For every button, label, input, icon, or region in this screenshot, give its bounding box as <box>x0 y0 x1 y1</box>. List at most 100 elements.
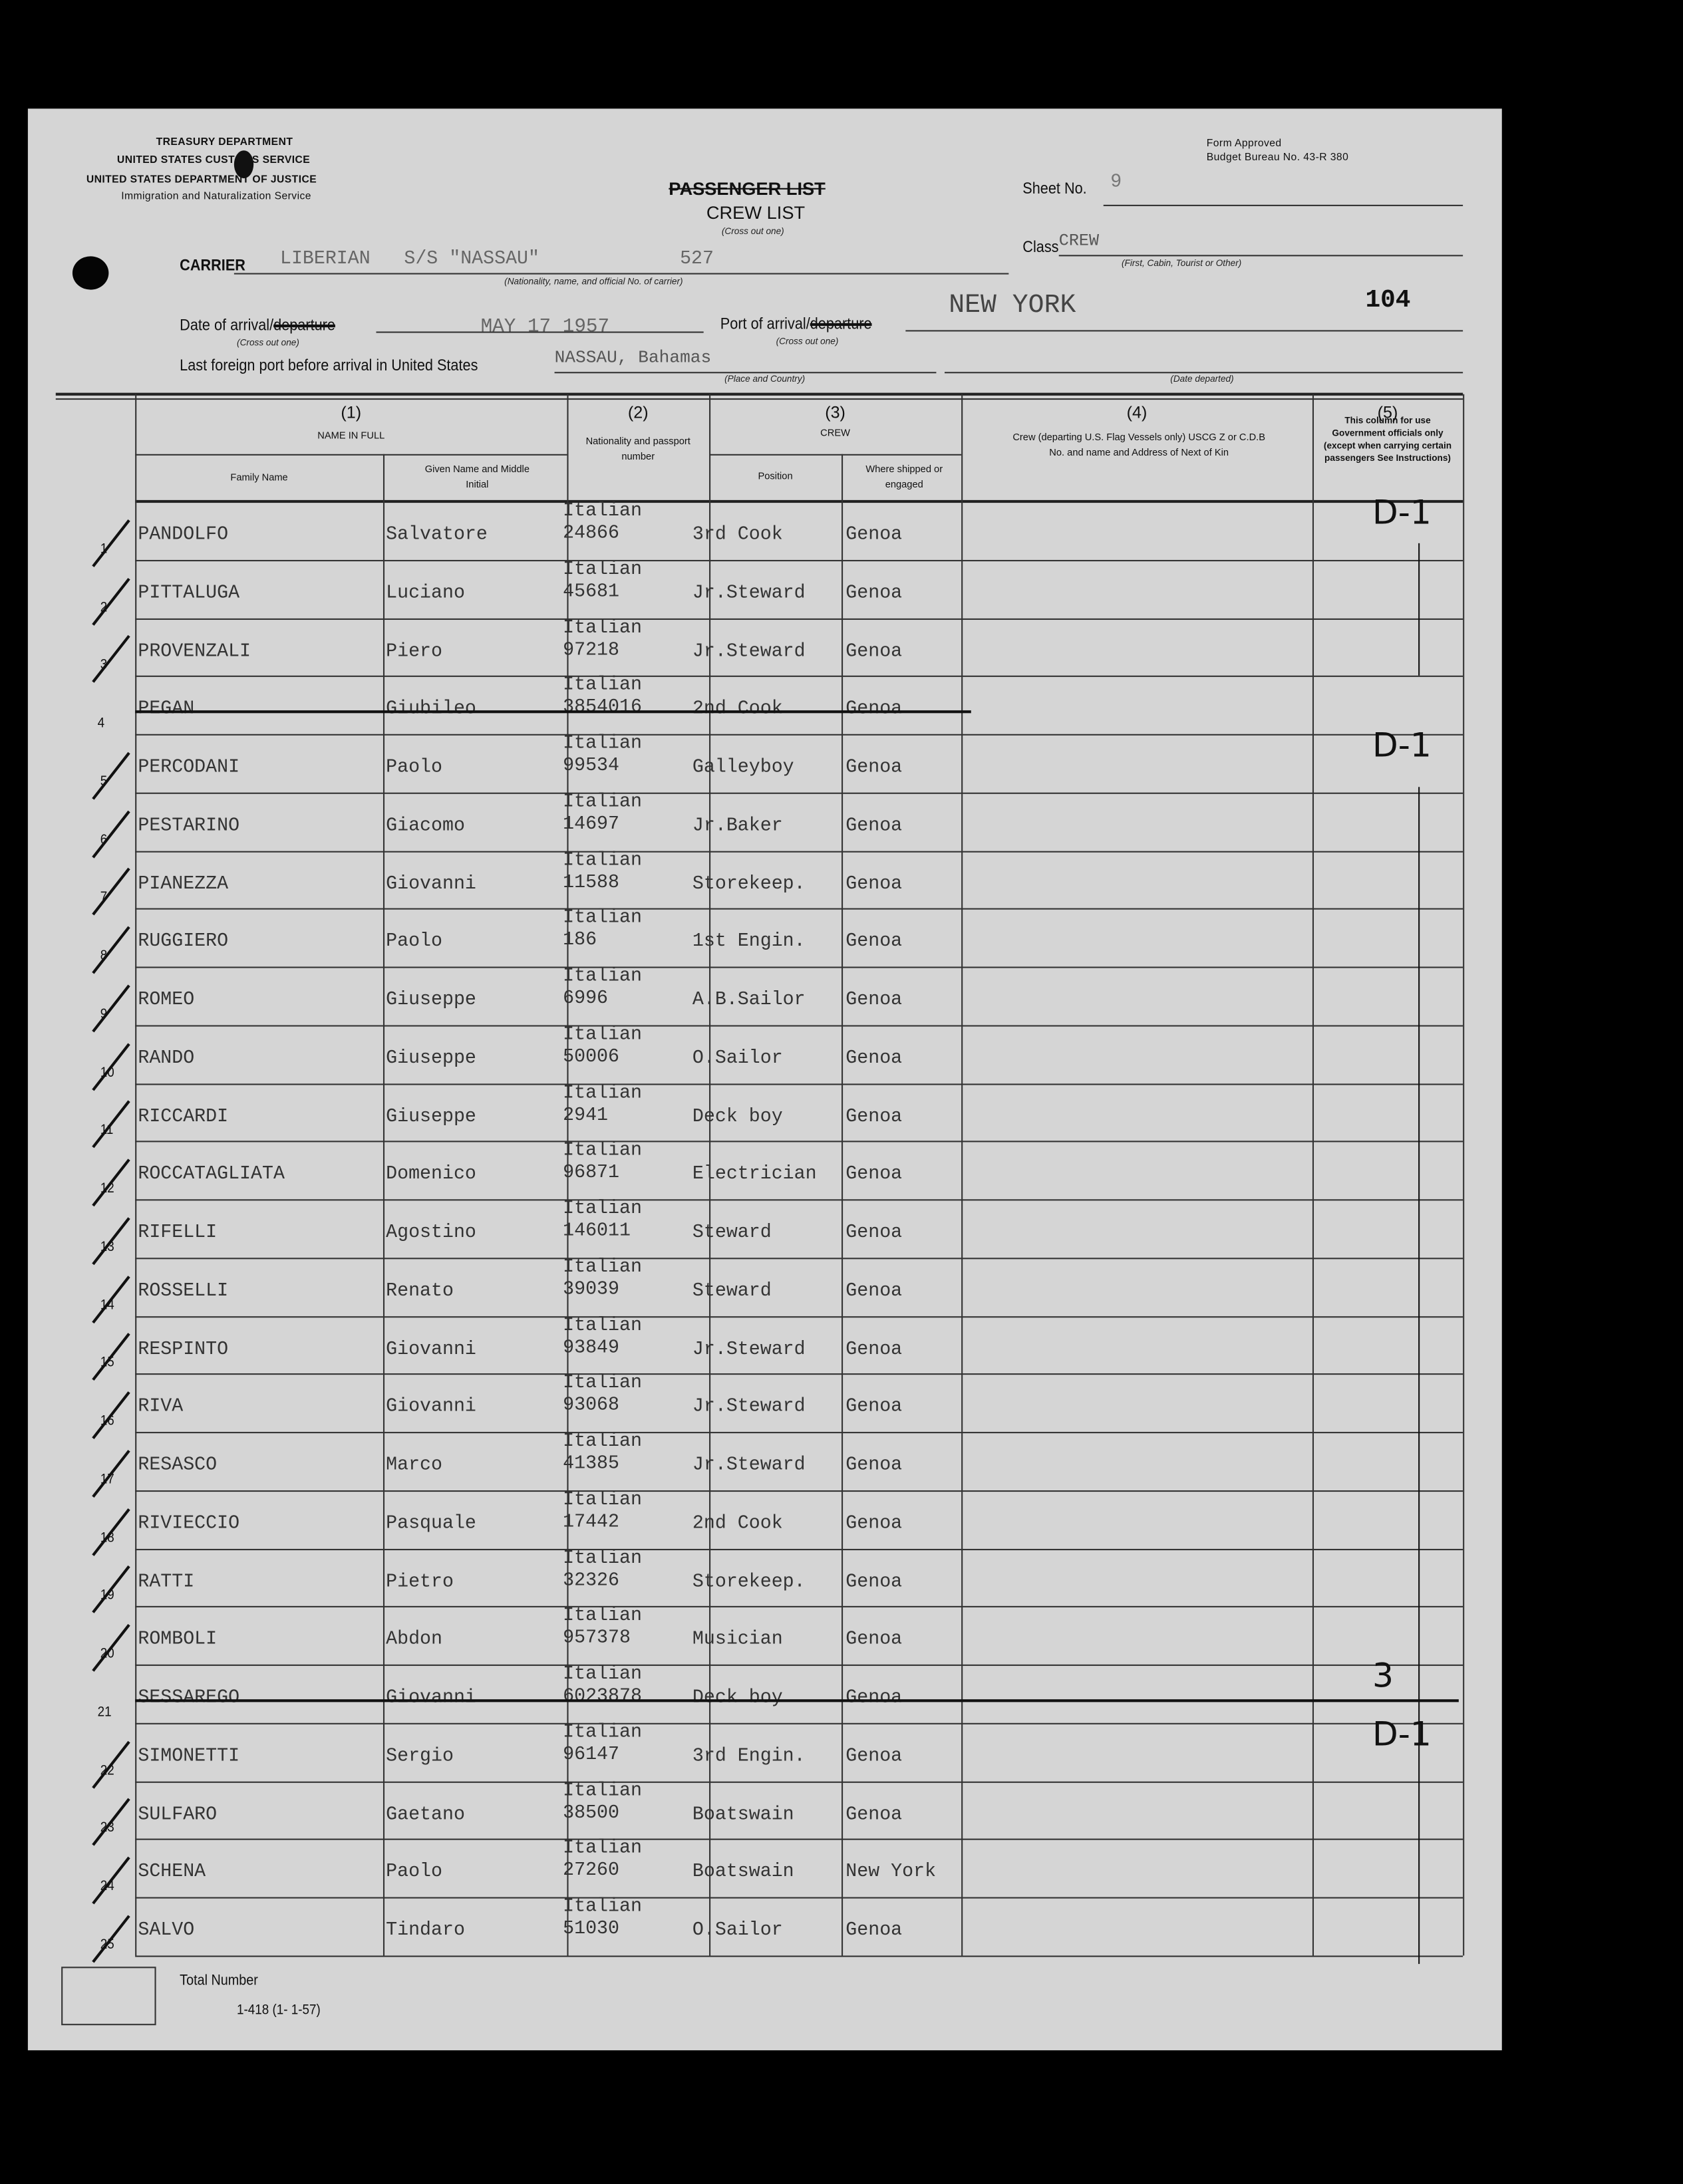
given-name-cell: Giacomo <box>386 815 465 837</box>
row-divider <box>135 1257 1463 1260</box>
where-shipped-cell: Genoa <box>845 699 903 721</box>
table-row[interactable] <box>135 792 1463 850</box>
where-shipped-cell: Genoa <box>845 1397 903 1419</box>
family-name-cell: ROMEO <box>138 990 195 1012</box>
where-shipped-cell: Genoa <box>845 1281 903 1303</box>
family-name-cell: PESTARINO <box>138 815 240 837</box>
row-divider <box>135 1722 1463 1724</box>
passport-number-cell: 38500 <box>563 1803 619 1825</box>
table-row[interactable] <box>135 1840 1463 1897</box>
family-name-cell: SIMONETTI <box>138 1746 240 1768</box>
passport-number-cell: 146011 <box>563 1222 631 1243</box>
sheet-label: Sheet No. <box>1022 181 1087 198</box>
row-divider <box>135 1199 1463 1201</box>
col3-number: (3) <box>825 402 845 422</box>
family-name-cell: RESASCO <box>138 1455 218 1477</box>
table-row[interactable] <box>135 1490 1463 1548</box>
row-divider <box>135 617 1463 619</box>
family-name-cell: SALVO <box>138 1921 195 1943</box>
agency-treasury: TREASURY DEPARTMENT <box>156 135 293 148</box>
family-name-cell: SULFARO <box>138 1804 218 1826</box>
given-name-cell: Giovanni <box>386 1397 476 1419</box>
nationality-cell: Italian <box>563 1897 642 1919</box>
row-divider <box>135 676 1463 678</box>
passport-number-cell: 96147 <box>563 1745 619 1766</box>
table-row[interactable] <box>135 1781 1463 1839</box>
passport-number-cell: 24866 <box>563 523 619 545</box>
table-row[interactable] <box>135 1025 1463 1083</box>
agency-ins: Immigration and Naturalization Service <box>121 189 311 202</box>
nationality-cell: Italian <box>563 1490 642 1512</box>
ink-blot <box>233 150 254 179</box>
position-cell: Jr.Steward <box>692 1455 806 1477</box>
col3-title: CREW <box>820 429 850 439</box>
where-shipped-cell: Genoa <box>845 1455 903 1477</box>
where-shipped-cell: Genoa <box>845 1107 903 1128</box>
given-name-cell: Marco <box>386 1455 443 1477</box>
departure-struck: departure <box>810 316 872 333</box>
passport-number-cell: 96871 <box>563 1163 619 1184</box>
where-shipped-cell: Genoa <box>845 1048 903 1070</box>
row-divider <box>135 1897 1463 1899</box>
table-row[interactable] <box>135 1665 1463 1722</box>
position-cell: O.Sailor <box>692 1048 783 1070</box>
total-number-box[interactable] <box>61 1967 156 2026</box>
port-of-arrival-value: NEW YORK <box>949 289 1076 321</box>
passport-number-cell: 3854016 <box>563 698 642 720</box>
nationality-cell: Italian <box>563 1722 642 1744</box>
crew-list-form <box>27 108 1502 2050</box>
col1-given-header: Given Name and Middle Initial <box>424 465 530 491</box>
given-name-cell: Domenico <box>386 1164 476 1186</box>
last-port-value: NASSAU, Bahamas <box>554 348 712 368</box>
position-cell: Jr.Steward <box>692 641 806 662</box>
passport-number-cell: 186 <box>563 930 597 952</box>
class-label: Class <box>1022 239 1059 257</box>
table-row[interactable] <box>135 1897 1463 1955</box>
nationality-cell: Italian <box>563 908 642 930</box>
passport-number-cell: 93068 <box>563 1396 619 1417</box>
table-row[interactable] <box>135 1083 1463 1141</box>
row-divider <box>135 1315 1463 1317</box>
sheet-value: 9 <box>1110 172 1122 194</box>
where-shipped-cell: Genoa <box>845 874 903 895</box>
table-row[interactable] <box>135 1258 1463 1315</box>
table-row[interactable] <box>135 501 1463 559</box>
family-name-cell: RUGGIERO <box>138 932 229 954</box>
family-name-cell: RICCARDI <box>138 1107 229 1128</box>
handwritten-mark: 3 <box>1372 1656 1394 1696</box>
passport-number-cell: 6023878 <box>563 1687 642 1708</box>
where-shipped-cell: Genoa <box>845 1746 903 1768</box>
total-number-label: Total Number <box>180 1972 258 1989</box>
col3-position-header: Position <box>758 472 793 482</box>
departure-struck: departure <box>273 317 335 335</box>
position-cell: Deck boy <box>692 1688 783 1710</box>
table-row[interactable] <box>135 734 1463 792</box>
form-number: 1-418 (1- 1-57) <box>237 2002 321 2018</box>
given-name-cell: Gaetano <box>386 1804 465 1826</box>
table-row[interactable] <box>135 676 1463 734</box>
row-number: 19 <box>100 1588 114 1604</box>
nationality-cell: Italian <box>563 1315 642 1337</box>
where-shipped-cell: Genoa <box>845 583 903 605</box>
date-departed-hint: (Date departed) <box>1170 374 1234 385</box>
table-row[interactable] <box>135 1607 1463 1665</box>
row-divider <box>135 734 1463 736</box>
where-shipped-cell: Genoa <box>845 1223 903 1244</box>
table-row[interactable] <box>135 1200 1463 1258</box>
where-shipped-cell: Genoa <box>845 1571 903 1593</box>
nationality-cell: Italian <box>563 1257 642 1279</box>
given-name-cell: Agostino <box>386 1223 476 1244</box>
row-number: 21 <box>97 1705 112 1720</box>
row-divider <box>135 1373 1463 1375</box>
row-number: 4 <box>97 716 105 732</box>
given-name-cell: Giovanni <box>386 1688 476 1710</box>
where-shipped-cell: Genoa <box>845 990 903 1012</box>
given-name-cell: Piero <box>386 641 443 662</box>
given-name-cell: Pasquale <box>386 1514 476 1535</box>
row-divider <box>135 1432 1463 1434</box>
nationality-cell: Italian <box>563 1083 642 1105</box>
nationality-cell: Italian <box>563 1839 642 1861</box>
given-name-cell: Abdon <box>386 1630 443 1651</box>
position-cell: 2nd Cook <box>692 699 783 721</box>
